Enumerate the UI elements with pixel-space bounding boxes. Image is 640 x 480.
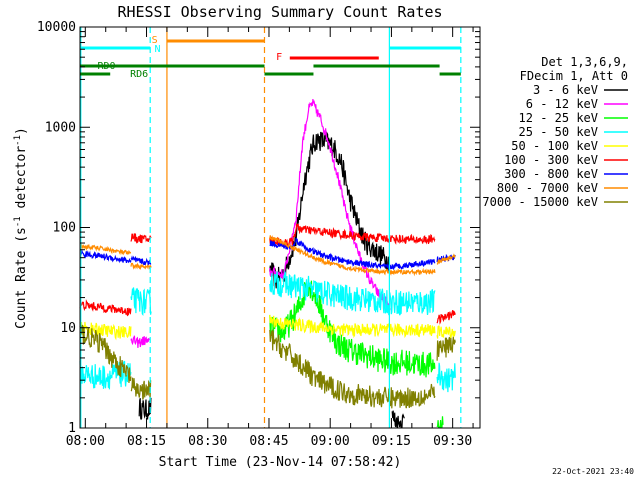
legend-header-1: Det 1,3,6,9, (541, 55, 628, 69)
series-7000-15000-kev-segment-2 (269, 328, 436, 409)
series-3-6-kev-segment-1 (269, 131, 391, 289)
legend-label: 300 - 800 keV (504, 167, 598, 181)
series-25-50-kev-segment-0 (79, 360, 132, 390)
series-6-12-kev (130, 99, 391, 348)
series-25-50-kev (79, 270, 456, 393)
series-7000-15000-kev-segment-0 (79, 324, 132, 383)
series-50-100-kev-segment-1 (269, 314, 436, 339)
series-6-12-kev-segment-0 (130, 335, 150, 348)
series-800-7000-kev (79, 234, 456, 277)
legend-label: 6 - 12 keV (526, 97, 598, 111)
status-label-n: N (155, 44, 161, 55)
series-3-6-kev-segment-0 (138, 397, 152, 421)
legend-label: 25 - 50 keV (519, 125, 598, 139)
series-300-800-kev-segment-2 (269, 237, 436, 272)
legend-label: 7000 - 15000 keV (482, 195, 598, 209)
legend-label: 3 - 6 keV (533, 83, 598, 97)
series-7000-15000-kev-segment-3 (436, 336, 456, 361)
legend-label: 12 - 25 keV (519, 111, 598, 125)
series-50-100-kev-segment-2 (436, 325, 456, 340)
legend-entry-100-300-kev: 100 - 300 keV (504, 153, 628, 167)
series-12-25-kev-segment-0 (269, 280, 436, 378)
x-tick-label-0800: 08:00 (66, 434, 105, 449)
y-axis-label-end: ) (14, 127, 29, 135)
series-3-6-kev-segment-2 (391, 410, 405, 428)
legend-entry-6-12-kev: 6 - 12 keV (526, 97, 628, 111)
series-100-300-kev-segment-1 (130, 233, 152, 244)
series-7000-15000-kev-segment-1 (130, 377, 152, 400)
legend-label: 100 - 300 keV (504, 153, 598, 167)
series-25-50-kev-segment-1 (130, 287, 152, 316)
status-label-rd6: RD6 (130, 69, 148, 80)
series-12-25-kev-segment-1 (436, 416, 444, 428)
series-800-7000-kev-segment-3 (436, 253, 456, 265)
x-tick-label-0845: 08:45 (249, 434, 288, 449)
legend-label: 800 - 7000 keV (497, 181, 598, 195)
y-axis-label-mid: detector (14, 146, 29, 217)
x-tick-label-0930: 09:30 (433, 434, 472, 449)
series-300-800-kev-segment-1 (130, 255, 152, 266)
chart-title: RHESSI Observing Summary Count Rates (117, 3, 442, 21)
x-tick-label-0830: 08:30 (188, 434, 227, 449)
legend-entry-50-100-kev: 50 - 100 keV (511, 139, 628, 153)
y-axis-label-sup2: -1 (13, 135, 23, 146)
legend-entry-300-800-kev: 300 - 800 keV (504, 167, 628, 181)
y-axis-label-main: Count Rate (s (14, 227, 29, 329)
series-300-800-kev-segment-0 (79, 248, 132, 264)
series-100-300-kev-segment-0 (79, 299, 132, 317)
y-tick-label-1000: 1000 (45, 120, 76, 135)
series-800-7000-kev-segment-1 (130, 262, 152, 270)
legend-entry-7000-15000-kev: 7000 - 15000 keV (482, 195, 628, 209)
y-tick-label-100: 100 (53, 221, 76, 236)
x-axis-label: Start Time (23-Nov-14 07:58:42) (159, 455, 402, 470)
series-25-50-kev-segment-3 (436, 362, 456, 393)
legend-header-2: FDecim 1, Att 0 (520, 69, 628, 83)
legend-entry-3-6-kev: 3 - 6 keV (533, 83, 628, 97)
series-3-6-kev (138, 131, 405, 428)
x-tick-label-0900: 09:00 (311, 434, 350, 449)
series-100-300-kev (79, 223, 456, 325)
series-800-7000-kev-segment-0 (79, 243, 132, 256)
x-tick-label-0815: 08:15 (127, 434, 166, 449)
axes: 1 10 100 1000 10000 08:00 08:15 08:30 08:45 09:00… (37, 20, 480, 449)
status-label-f: F (276, 52, 282, 63)
y-axis-label-sup1: -1 (13, 216, 23, 227)
x-tick-label-0915: 09:15 (372, 434, 411, 449)
legend: Det 1,3,6,9, FDecim 1, Att 0 3 - 6 keV6 … (482, 55, 628, 209)
status-label-rd0: RD0 (97, 61, 115, 72)
series-800-7000-kev-segment-2 (269, 234, 436, 277)
series-7000-15000-kev (79, 324, 456, 409)
legend-entry-12-25-kev: 12 - 25 keV (519, 111, 628, 125)
y-tick-label-10000: 10000 (37, 20, 76, 35)
series-12-25-kev (269, 280, 444, 428)
series-100-300-kev-segment-3 (436, 309, 456, 325)
y-tick-label-10: 10 (60, 321, 76, 336)
series-6-12-kev-segment-1 (269, 99, 391, 312)
series-100-300-kev-segment-2 (269, 223, 436, 249)
footer-timestamp: 22-Oct-2021 23:40 (552, 467, 634, 476)
series-25-50-kev-segment-2 (269, 270, 436, 316)
legend-entry-25-50-kev: 25 - 50 keV (519, 125, 628, 139)
legend-entry-800-7000-kev: 800 - 7000 keV (497, 181, 628, 195)
status-label-s: S (152, 35, 158, 46)
y-axis-label: Count Rate (s-1 detector-1) (13, 127, 29, 329)
y-tick-label-1: 1 (68, 421, 76, 436)
legend-label: 50 - 100 keV (511, 139, 598, 153)
